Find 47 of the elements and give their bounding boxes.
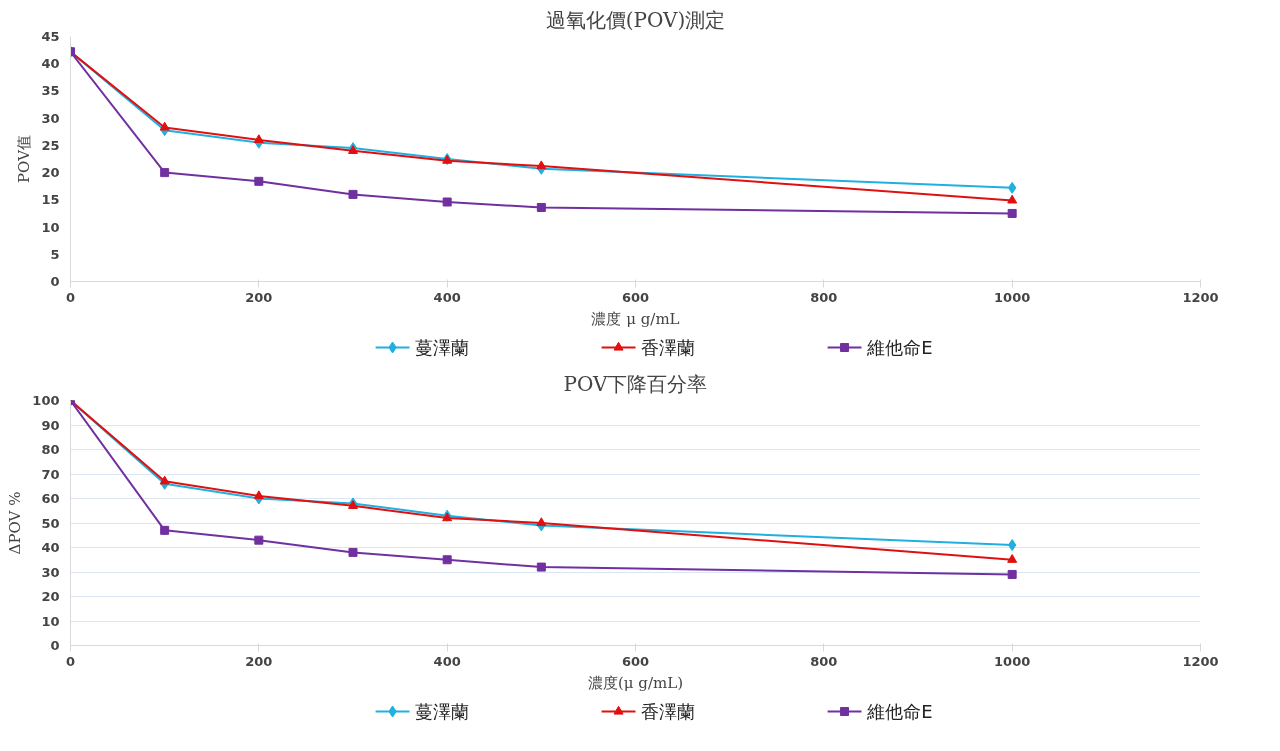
x-axis-title: 濃度(μ g/mL)	[587, 673, 684, 692]
y-tick-label: 100	[32, 393, 60, 408]
x-tick-label: 800	[810, 289, 838, 305]
y-tick-label: 40	[41, 56, 60, 72]
y-tick-label: 70	[41, 466, 60, 482]
chart-title: POV下降百分率	[563, 371, 708, 396]
legend-label: 香澤蘭	[641, 337, 696, 358]
legend-label: 香澤蘭	[641, 701, 696, 722]
y-tick-label: 20	[41, 589, 60, 604]
y-tick-label: 10	[41, 613, 60, 629]
x-tick-label: 600	[621, 653, 650, 669]
x-tick-label: 400	[433, 289, 461, 305]
y-tick-label: 15	[41, 192, 60, 208]
y-axis-title: ΔPOV %	[6, 491, 25, 555]
x-tick-label: 1000	[994, 289, 1031, 305]
x-tick-label: 0	[65, 289, 76, 305]
chart-title: 過氧化價(POV)測定	[545, 7, 726, 32]
y-tick-label: 50	[41, 515, 60, 531]
x-axis-title: 濃度 μ g/mL	[591, 309, 680, 328]
y-tick-label: 10	[41, 219, 60, 235]
x-tick-label: 200	[245, 289, 273, 305]
x-tick-label: 1200	[1182, 653, 1219, 669]
y-tick-label: 45	[41, 29, 60, 44]
legend-label: 維他命E	[866, 337, 933, 358]
x-tick-label: 1000	[994, 653, 1031, 669]
legend-label: 蔓澤蘭	[415, 701, 470, 722]
y-tick-label: 5	[50, 246, 60, 262]
y-tick-label: 35	[41, 83, 60, 99]
y-tick-label: 20	[41, 165, 60, 181]
y-tick-label: 0	[50, 638, 60, 653]
y-tick-label: 0	[50, 274, 60, 289]
legend-label: 維他命E	[866, 701, 933, 722]
y-tick-label: 25	[41, 137, 60, 153]
x-tick-label: 1200	[1182, 289, 1219, 305]
y-tick-label: 80	[41, 442, 60, 457]
x-tick-label: 0	[65, 653, 76, 669]
y-tick-label: 90	[41, 417, 60, 433]
y-tick-label: 60	[41, 491, 60, 506]
legend-label: 蔓澤蘭	[415, 337, 470, 358]
y-tick-label: 30	[41, 110, 60, 126]
x-tick-label: 400	[433, 653, 461, 669]
y-tick-label: 40	[41, 540, 60, 555]
x-tick-label: 600	[621, 289, 650, 305]
x-tick-label: 800	[810, 653, 838, 669]
y-tick-label: 30	[41, 564, 60, 580]
y-axis-title: POV值	[15, 135, 34, 183]
x-tick-label: 200	[245, 653, 273, 669]
